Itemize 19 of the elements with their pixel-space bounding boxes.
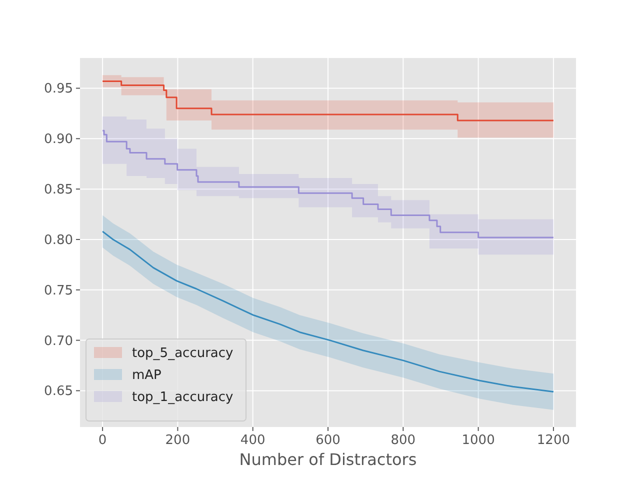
y-tick-label: 0.95: [44, 82, 73, 97]
x-tick-label: 800: [390, 433, 416, 448]
x-tick-label: 1200: [536, 433, 570, 448]
x-tick-label: 0: [98, 433, 107, 448]
x-tick-label: 400: [240, 433, 266, 448]
y-tick-label: 0.80: [44, 232, 73, 248]
y-tick-label: 0.70: [44, 334, 73, 349]
x-tick-label: 200: [165, 433, 190, 448]
legend-label: top_5_accuracy: [132, 346, 234, 361]
y-tick-label: 0.75: [44, 283, 73, 298]
line-series: [102, 230, 554, 392]
y-tick-label: 0.65: [44, 384, 73, 400]
x-axis-title: Number of Distractors: [239, 450, 417, 469]
x-tick-label: 1000: [462, 433, 495, 448]
y-tick-label: 0.90: [44, 132, 73, 148]
y-tick-label: 0.85: [44, 182, 73, 198]
x-tick-label: 600: [316, 433, 340, 448]
legend-label: top_1_accuracy: [132, 390, 234, 405]
legend-label: mAP: [132, 368, 162, 383]
